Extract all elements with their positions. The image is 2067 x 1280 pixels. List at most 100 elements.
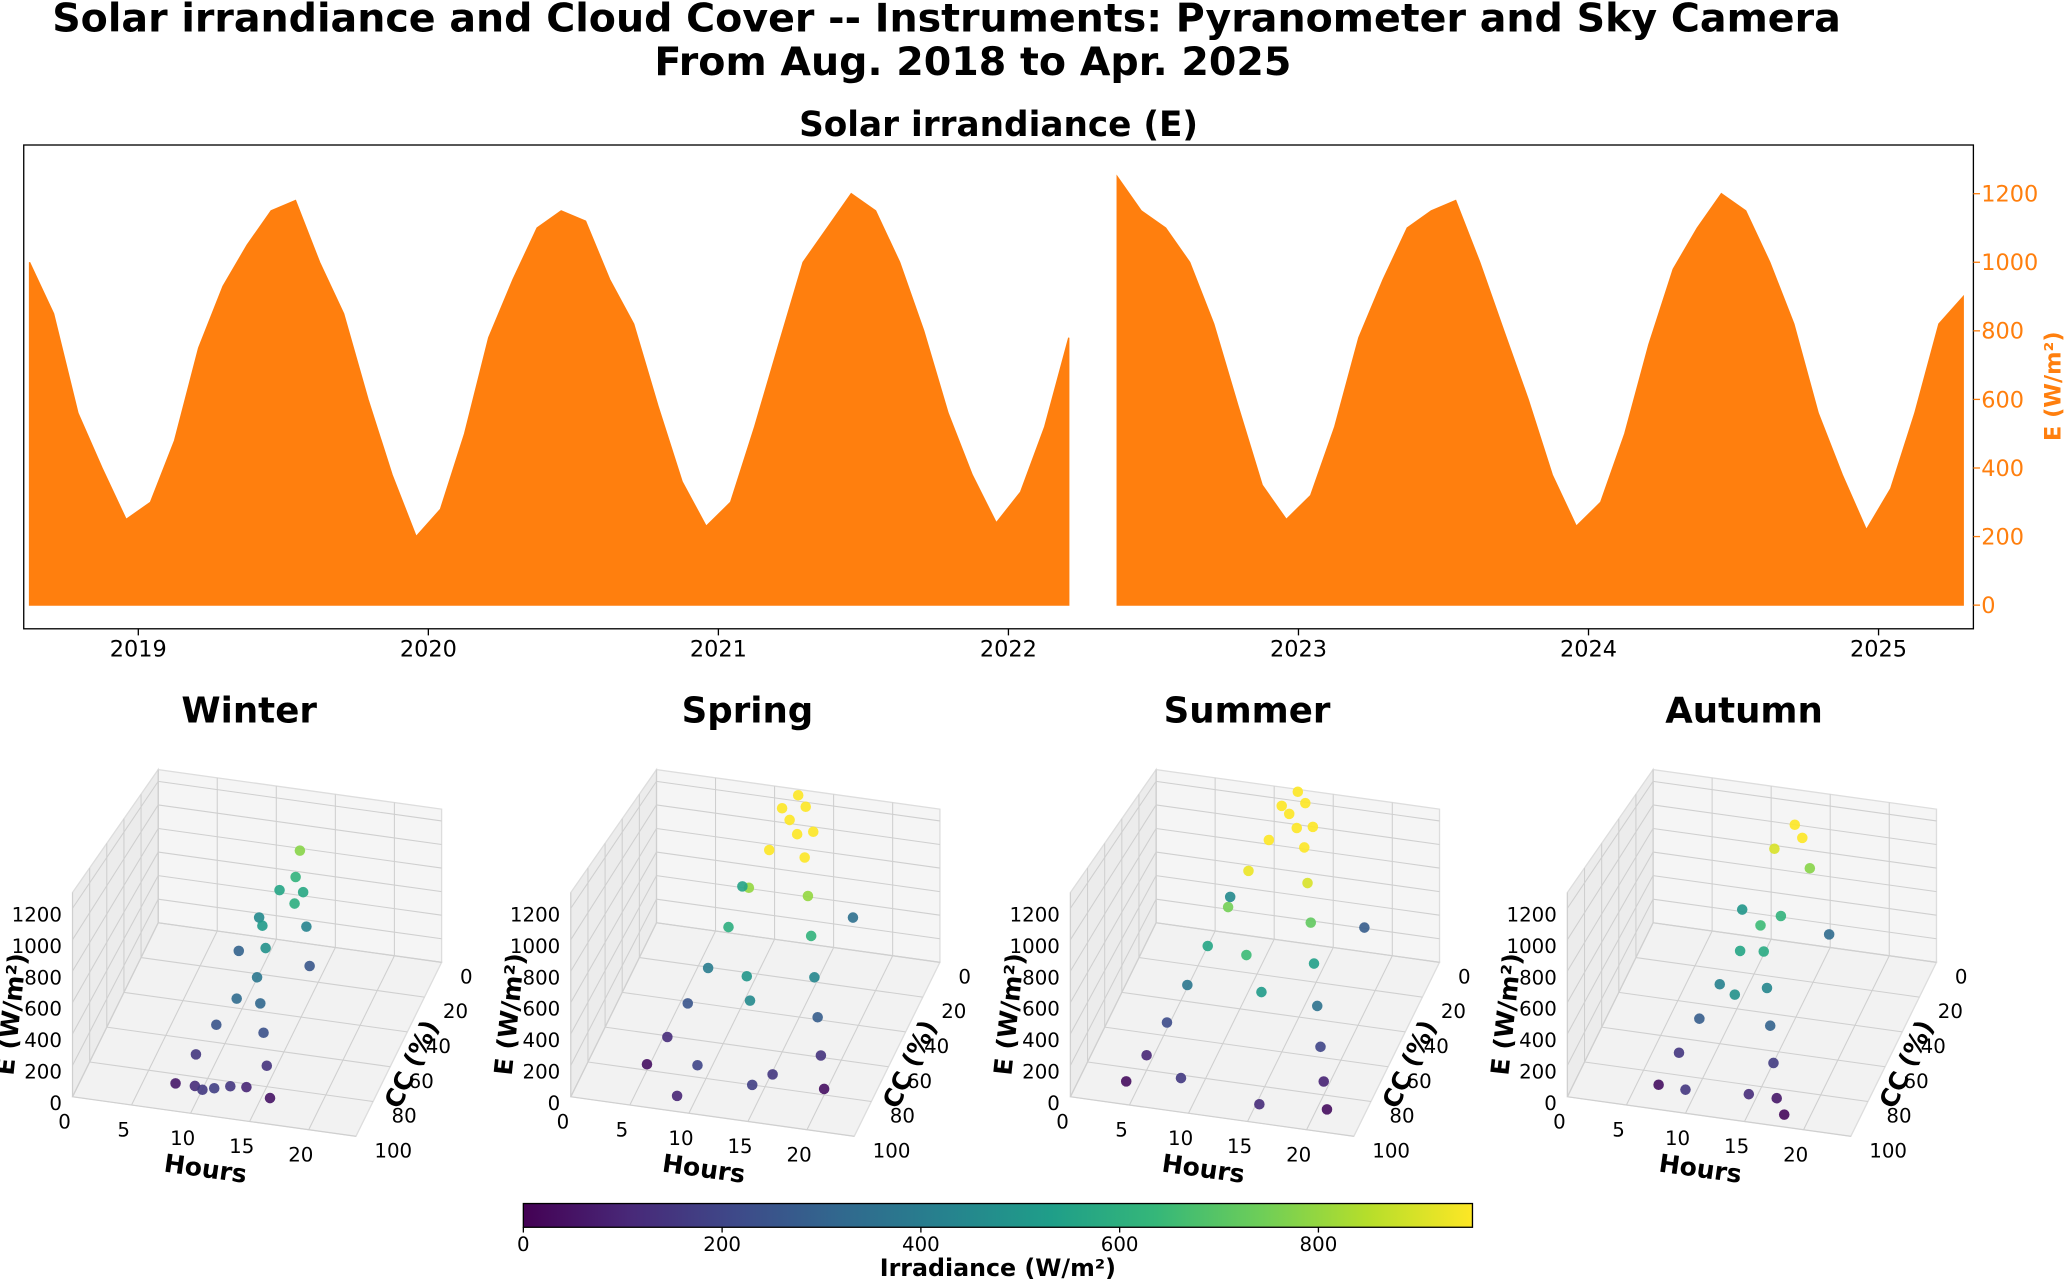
colorbar xyxy=(522,1202,1474,1228)
y-tick-label: 20 xyxy=(941,1000,966,1023)
data-point xyxy=(1308,958,1320,969)
grid-line xyxy=(622,991,906,1033)
data-point xyxy=(1307,821,1319,833)
data-point xyxy=(289,898,300,909)
data-point xyxy=(815,1050,827,1061)
z-tick-label: 0 xyxy=(49,1092,62,1115)
x-tick-label: 20 xyxy=(1286,1143,1311,1166)
grid-line xyxy=(1069,922,1157,1097)
data-point xyxy=(671,1090,683,1102)
z-tick-label: 1000 xyxy=(12,935,62,958)
grid-line xyxy=(1128,930,1216,1106)
colorbar-tick-label: 0 xyxy=(517,1233,530,1256)
data-point xyxy=(1300,797,1311,809)
grid-line xyxy=(656,804,940,846)
grid-line xyxy=(1685,939,1772,1114)
z-tick-label: 1000 xyxy=(510,935,560,958)
data-point xyxy=(260,942,271,954)
data-point xyxy=(1243,865,1254,877)
grid-line xyxy=(570,875,657,1035)
y-axis-label: E (W/m²) xyxy=(2040,331,2066,441)
data-point xyxy=(231,993,242,1004)
z-tick-label: 800 xyxy=(523,966,561,989)
data-point xyxy=(1789,819,1801,830)
data-point xyxy=(1302,877,1313,889)
x-tick-label: 2021 xyxy=(690,636,747,662)
grid-line xyxy=(1566,875,1654,1035)
z-axis-label: E (W/m²) xyxy=(1485,952,1527,1077)
data-point xyxy=(225,1080,236,1092)
y-tick-label: 600 xyxy=(1981,387,2024,413)
data-point xyxy=(1263,834,1275,846)
z-tick-label: 0 xyxy=(548,1092,561,1115)
data-point xyxy=(1734,945,1746,957)
grid-line xyxy=(140,957,425,998)
grid-line xyxy=(131,930,218,1106)
y-tick-label: 200 xyxy=(1981,524,2024,550)
data-point xyxy=(1653,1079,1664,1091)
grid-line xyxy=(1635,957,1920,998)
grid-line xyxy=(1070,1096,1354,1137)
data-point xyxy=(1761,982,1773,994)
y-tick-label: 0 xyxy=(1458,965,1471,988)
grid-line xyxy=(656,875,940,916)
grid-line xyxy=(587,1061,872,1103)
z-tick-label: 200 xyxy=(1022,1061,1060,1084)
data-point xyxy=(253,912,265,923)
y-tick-label: 1200 xyxy=(1981,182,2038,208)
data-point xyxy=(1673,1047,1685,1059)
data-point xyxy=(1161,1017,1173,1028)
grid-line xyxy=(72,781,159,909)
grid-line xyxy=(570,922,657,1097)
grid-line xyxy=(72,828,159,972)
data-point xyxy=(809,972,820,983)
data-point xyxy=(723,921,734,933)
grid-line xyxy=(1566,828,1654,972)
z-tick-label: 200 xyxy=(24,1061,62,1084)
x-tick-label: 0 xyxy=(58,1110,71,1133)
data-point xyxy=(274,884,285,896)
data-point xyxy=(1768,1057,1779,1069)
data-point xyxy=(799,852,810,863)
grid-line xyxy=(605,1026,889,1068)
data-point xyxy=(1241,949,1252,961)
y-tick-label: 20 xyxy=(1938,1000,1963,1023)
grid-line xyxy=(1601,1026,1886,1068)
data-point xyxy=(767,1069,778,1080)
data-point xyxy=(737,881,748,892)
figure-subtitle: From Aug. 2018 to Apr. 2025 xyxy=(654,39,1291,85)
z-tick-label: 600 xyxy=(1519,998,1557,1021)
y-tick-label: 40 xyxy=(1921,1035,1946,1058)
data-point xyxy=(251,972,263,983)
data-point xyxy=(1714,978,1726,990)
grid-line xyxy=(1652,898,1937,940)
grid-line xyxy=(72,1096,357,1137)
x-tick-label: 5 xyxy=(616,1119,629,1142)
grid-line xyxy=(1138,957,1423,998)
x-tick-label: 15 xyxy=(1724,1135,1749,1158)
data-point xyxy=(1224,891,1236,903)
grid-line xyxy=(1104,1026,1389,1068)
data-point xyxy=(1359,922,1370,933)
x-tick-label: 20 xyxy=(288,1143,313,1166)
data-point xyxy=(702,962,714,974)
grid-line xyxy=(656,851,940,893)
data-point xyxy=(1292,786,1304,798)
grid-line xyxy=(656,898,940,940)
y-tick-label: 400 xyxy=(1981,456,2024,482)
grid-line xyxy=(639,957,923,998)
y-tick-label: 80 xyxy=(392,1105,417,1128)
grid-line xyxy=(806,955,894,1130)
x-tick-label: 10 xyxy=(1665,1127,1690,1150)
x-tick-label: 2019 xyxy=(110,636,167,662)
z-tick-label: 400 xyxy=(523,1029,561,1052)
y-tick-label: 40 xyxy=(426,1035,451,1058)
data-point xyxy=(847,912,859,923)
z-tick-label: 400 xyxy=(1022,1029,1060,1052)
data-point xyxy=(1823,929,1835,940)
grid-line xyxy=(72,851,159,1003)
axes-frame xyxy=(23,144,1975,630)
x-tick-label: 2022 xyxy=(980,636,1037,662)
data-point xyxy=(802,890,814,902)
